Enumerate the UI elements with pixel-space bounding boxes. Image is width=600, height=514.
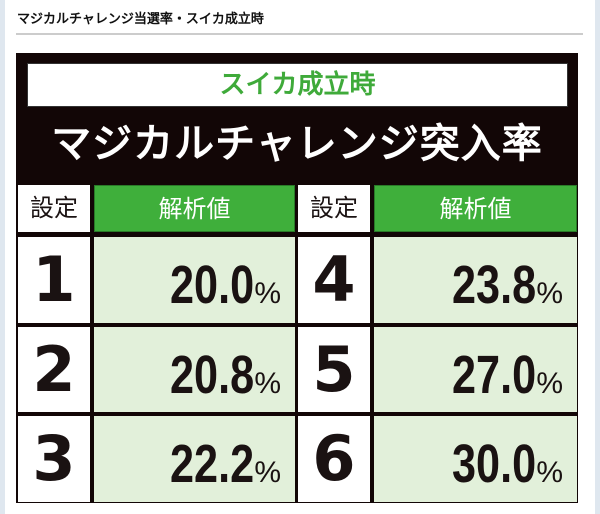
value-unit: % <box>536 367 563 400</box>
value-cell: 27.0% <box>374 327 577 412</box>
value-unit: % <box>536 277 563 310</box>
value-number: 20.8 <box>170 345 255 405</box>
setting-cell: 3 <box>18 416 90 502</box>
divider <box>16 33 583 35</box>
value-number: 27.0 <box>452 345 537 405</box>
header-value: 解析値 <box>94 185 295 232</box>
value-unit: % <box>254 367 281 400</box>
value-number: 20.0 <box>170 255 255 315</box>
subtitle: スイカ成立時 <box>27 63 568 107</box>
value-cell: 30.0% <box>374 416 577 502</box>
value-cell: 20.0% <box>94 237 295 323</box>
page-title: マジカルチャレンジ当選率・スイカ成立時 <box>17 12 264 27</box>
value-number: 30.0 <box>452 434 537 494</box>
value-number: 23.8 <box>452 255 537 315</box>
value-unit: % <box>536 456 563 489</box>
value-cell: 22.2% <box>94 416 295 502</box>
setting-cell: 1 <box>18 237 90 323</box>
setting-cell: 5 <box>298 327 370 412</box>
value-number: 22.2 <box>170 434 255 494</box>
header-value: 解析値 <box>374 185 577 232</box>
left-edge <box>0 0 5 514</box>
value-cell: 23.8% <box>374 237 577 323</box>
header-setting: 設定 <box>18 185 90 232</box>
heading: マジカルチャレンジ突入率 <box>51 121 543 167</box>
right-edge <box>595 0 600 514</box>
header-setting: 設定 <box>298 185 370 232</box>
setting-cell: 2 <box>18 327 90 412</box>
value-cell: 20.8% <box>94 327 295 412</box>
value-unit: % <box>254 277 281 310</box>
setting-cell: 4 <box>298 237 370 323</box>
value-unit: % <box>254 456 281 489</box>
setting-cell: 6 <box>298 416 370 502</box>
